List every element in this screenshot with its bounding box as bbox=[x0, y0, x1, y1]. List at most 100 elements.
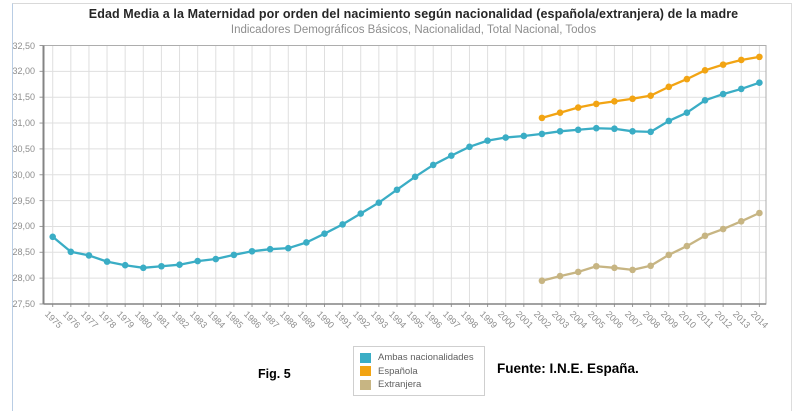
figure-number-label: Fig. 5 bbox=[258, 367, 291, 381]
x-tick-label: 1986 bbox=[241, 309, 264, 331]
data-point-marker bbox=[611, 98, 618, 105]
data-point-marker bbox=[266, 245, 274, 253]
x-tick-label: 1983 bbox=[187, 309, 209, 331]
data-point-marker bbox=[212, 255, 220, 263]
chart-title: Edad Media a la Maternidad por orden del… bbox=[88, 7, 739, 21]
data-point-marker bbox=[158, 262, 165, 270]
legend-swatch-icon bbox=[360, 379, 371, 390]
data-point-marker bbox=[701, 97, 709, 104]
x-tick-label: 1981 bbox=[151, 309, 173, 331]
x-tick-label: 1984 bbox=[205, 309, 227, 331]
y-tick-label: 27,50 bbox=[12, 299, 35, 309]
data-point-marker bbox=[429, 161, 437, 169]
data-point-marker bbox=[103, 258, 111, 265]
x-tick-label: 2002 bbox=[531, 309, 554, 331]
data-point-marker bbox=[194, 257, 201, 265]
data-point-marker bbox=[737, 85, 745, 93]
x-tick-label: 1993 bbox=[368, 309, 391, 331]
x-tick-label: 1991 bbox=[332, 309, 354, 331]
data-point-marker bbox=[665, 117, 673, 125]
x-tick-label: 2013 bbox=[731, 309, 753, 331]
data-point-marker bbox=[574, 126, 582, 134]
data-point-marker bbox=[665, 251, 673, 259]
data-point-marker bbox=[683, 75, 691, 83]
x-tick-label: 2009 bbox=[658, 309, 680, 331]
data-point-marker bbox=[520, 132, 528, 140]
data-point-marker bbox=[593, 100, 600, 108]
line-chart-plot-area bbox=[39, 45, 767, 307]
data-point-marker bbox=[393, 186, 401, 194]
data-point-marker bbox=[67, 248, 75, 256]
legend-swatch-icon bbox=[360, 352, 371, 363]
data-point-marker bbox=[538, 114, 546, 122]
legend-item: Española bbox=[360, 365, 478, 378]
data-point-marker bbox=[49, 233, 56, 241]
x-tick-label: 1999 bbox=[477, 309, 499, 331]
x-tick-label: 1994 bbox=[386, 309, 409, 331]
data-point-marker bbox=[683, 109, 691, 117]
data-point-marker bbox=[85, 252, 93, 259]
data-point-marker bbox=[737, 56, 745, 64]
data-point-marker bbox=[593, 262, 600, 270]
chart-subtitle: Indicadores Demográficos Básicos, Nacion… bbox=[230, 24, 597, 36]
x-tick-label: 2006 bbox=[604, 309, 626, 331]
data-point-marker bbox=[466, 143, 473, 151]
x-tick-label: 2001 bbox=[513, 309, 535, 331]
data-point-marker bbox=[719, 225, 727, 233]
x-tick-label: 2007 bbox=[622, 309, 644, 331]
data-point-marker bbox=[611, 264, 618, 272]
data-point-marker bbox=[611, 125, 618, 133]
data-point-marker bbox=[719, 61, 727, 68]
x-tick-label: 1998 bbox=[459, 309, 481, 331]
x-tick-label: 2000 bbox=[495, 309, 517, 331]
y-tick-label: 29,00 bbox=[12, 221, 35, 232]
legend-label: Ambas nacionalidades bbox=[378, 352, 474, 363]
data-point-marker bbox=[121, 261, 129, 269]
y-tick-label: 28,50 bbox=[12, 247, 35, 258]
data-point-marker bbox=[629, 95, 636, 103]
x-tick-label: 1996 bbox=[423, 309, 445, 331]
data-point-marker bbox=[176, 261, 183, 269]
x-tick-label: 1989 bbox=[296, 309, 318, 331]
data-point-marker bbox=[629, 266, 636, 274]
data-point-marker bbox=[248, 247, 256, 255]
data-point-marker bbox=[647, 92, 654, 99]
y-tick-label: 30,00 bbox=[12, 169, 35, 180]
legend-item: Extranjera bbox=[360, 378, 478, 391]
data-point-marker bbox=[556, 272, 564, 280]
data-point-marker bbox=[411, 173, 419, 181]
data-point-marker bbox=[448, 152, 455, 159]
y-tick-label: 29,50 bbox=[12, 195, 35, 206]
chart-legend: Ambas nacionalidades Española Extranjera bbox=[353, 346, 485, 396]
x-tick-label: 1997 bbox=[441, 309, 463, 331]
y-tick-label: 32,00 bbox=[12, 66, 35, 77]
x-tick-label: 1990 bbox=[314, 309, 336, 331]
x-tick-label: 2005 bbox=[586, 309, 608, 331]
y-tick-label: 32,50 bbox=[12, 40, 35, 51]
data-point-marker bbox=[303, 239, 310, 246]
x-tick-label: 2010 bbox=[676, 309, 699, 331]
legend-swatch-icon bbox=[360, 366, 371, 376]
data-point-marker bbox=[574, 104, 582, 111]
x-tick-label: 2012 bbox=[713, 309, 735, 331]
x-tick-label: 1975 bbox=[42, 309, 64, 331]
series-line-ambas-nacionalidades bbox=[51, 81, 760, 269]
data-point-marker bbox=[538, 130, 546, 138]
data-point-marker bbox=[647, 262, 654, 270]
data-point-marker bbox=[321, 230, 328, 237]
data-point-marker bbox=[593, 124, 600, 132]
data-point-marker bbox=[701, 232, 709, 240]
data-point-marker bbox=[737, 217, 745, 225]
x-tick-label: 1982 bbox=[169, 309, 191, 331]
data-point-marker bbox=[756, 79, 763, 87]
legend-label: Extranjera bbox=[378, 379, 422, 390]
data-point-marker bbox=[756, 209, 763, 217]
x-tick-label: 1979 bbox=[115, 309, 137, 331]
y-tick-label: 31,50 bbox=[12, 92, 35, 103]
data-point-marker bbox=[756, 53, 763, 61]
x-tick-label: 1976 bbox=[60, 309, 82, 331]
data-point-marker bbox=[538, 277, 546, 285]
data-point-marker bbox=[140, 264, 147, 272]
y-tick-label: 28,00 bbox=[12, 273, 35, 284]
